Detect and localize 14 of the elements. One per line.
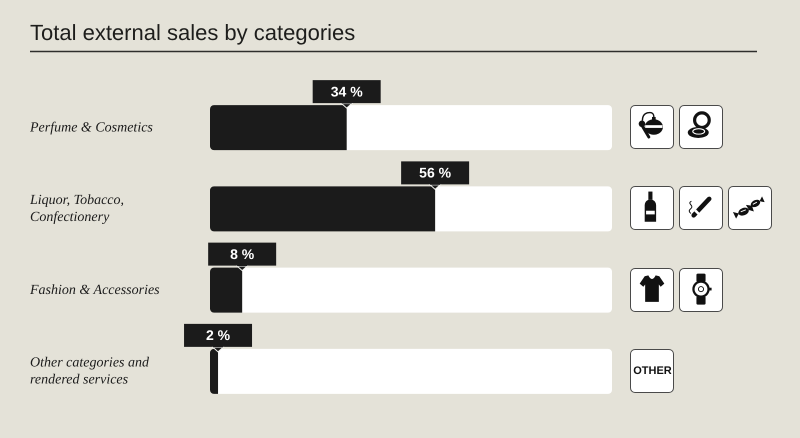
y-tick-label: Fashion & Accessories <box>29 282 160 298</box>
data-label: 8 % <box>230 246 255 262</box>
data-label: 56 % <box>419 164 452 181</box>
chart-title: Total external sales by categories <box>30 20 356 45</box>
y-tick-label: Perfume & Cosmetics <box>29 120 154 136</box>
data-label: 34 % <box>330 83 364 100</box>
y-tick-label: Other categories and rendered services <box>30 356 150 388</box>
bar <box>346 105 612 150</box>
bar <box>435 186 612 232</box>
text: OTHER <box>632 364 673 378</box>
bar <box>218 348 612 394</box>
y-tick-label: Liquor, Tobacco, Confectionery <box>29 193 124 225</box>
data-label: 2 % <box>206 327 231 344</box>
bar <box>242 268 612 313</box>
